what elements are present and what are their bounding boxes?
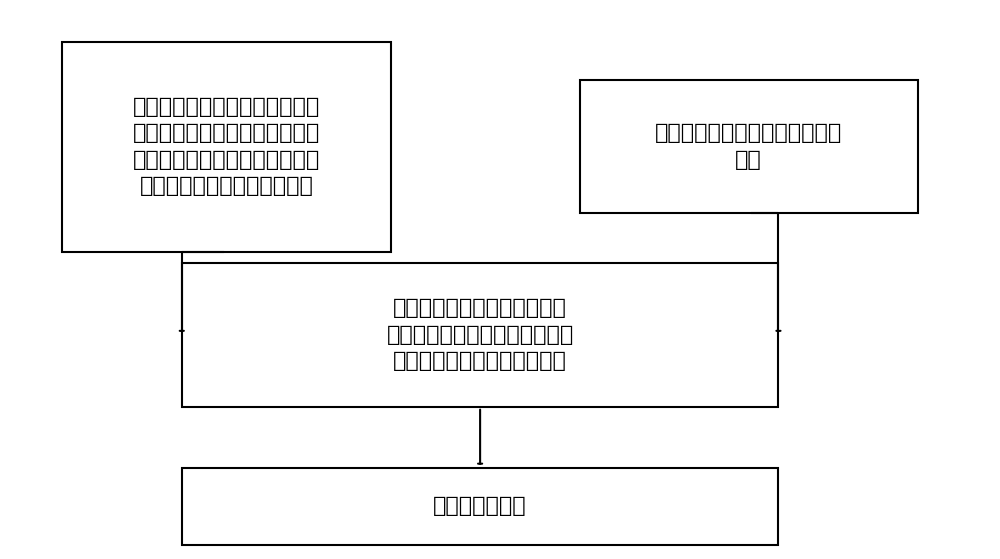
FancyBboxPatch shape <box>182 263 778 407</box>
FancyBboxPatch shape <box>62 41 391 252</box>
FancyBboxPatch shape <box>580 80 918 213</box>
Text: 拆下被换伴热管: 拆下被换伴热管 <box>433 496 527 517</box>
Text: 被换伴热管的另一端与抽管装置
连接: 被换伴热管的另一端与抽管装置 连接 <box>655 124 842 170</box>
FancyBboxPatch shape <box>182 468 778 545</box>
Text: 替换伴热管的一端插入被换伴热
管的一端形成重合段，使内夹模
芯进入重合段内侧的位置并将重
合段压扁夹紧在内夹模芯中部: 替换伴热管的一端插入被换伴热 管的一端形成重合段，使内夹模 芯进入重合段内侧的位… <box>133 97 320 196</box>
Text: 启动抽管装置将被换伴热管抽
出外保温层，并让替换伴热管进
入被换伴热管更换之前的位置: 启动抽管装置将被换伴热管抽 出外保温层，并让替换伴热管进 入被换伴热管更换之前的… <box>386 299 574 371</box>
